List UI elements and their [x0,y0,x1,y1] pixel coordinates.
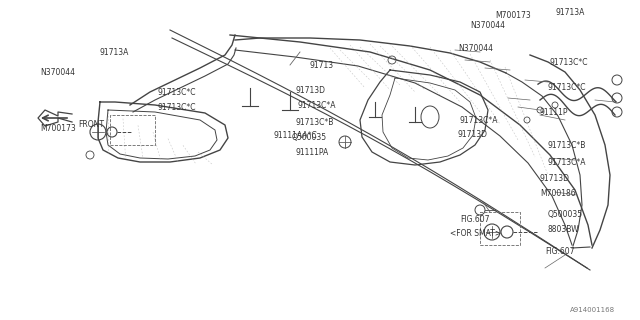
Text: 91713A: 91713A [556,7,586,17]
Text: Q500035: Q500035 [548,211,583,220]
Text: A914001168: A914001168 [570,307,615,313]
Text: <FOR SMAT>: <FOR SMAT> [450,229,501,238]
Text: 91713C*A: 91713C*A [298,100,337,109]
Text: 8803BW: 8803BW [548,226,580,235]
Text: 91713C*A: 91713C*A [460,116,499,124]
Text: N370044: N370044 [458,44,493,52]
Text: FIG.607: FIG.607 [545,247,575,257]
Text: 91111AA*C: 91111AA*C [274,131,317,140]
Text: 91111PA: 91111PA [295,148,328,156]
Text: N370044: N370044 [470,20,505,29]
Text: M700186: M700186 [540,189,575,198]
Text: 91713: 91713 [310,60,334,69]
Text: 91111P: 91111P [540,108,568,116]
Text: 91713D: 91713D [458,130,488,139]
Text: 91713C*B: 91713C*B [295,117,333,126]
Text: 91713D: 91713D [295,85,325,94]
Text: Q500035: Q500035 [292,132,327,141]
Text: N370044: N370044 [40,68,75,76]
Text: 91713C*A: 91713C*A [548,157,586,166]
Text: 91713C*C: 91713C*C [157,102,195,111]
Text: M700173: M700173 [40,124,76,132]
Text: 91713C*C: 91713C*C [157,87,195,97]
Text: FRONT: FRONT [78,119,104,129]
Text: 91713A: 91713A [100,47,129,57]
Text: 91713D: 91713D [540,173,570,182]
Text: 91713C*C: 91713C*C [550,58,589,67]
Text: 91713C*B: 91713C*B [548,140,586,149]
Text: M700173: M700173 [495,11,531,20]
Text: FIG.607: FIG.607 [460,215,490,225]
Text: 91713C*C: 91713C*C [548,83,586,92]
